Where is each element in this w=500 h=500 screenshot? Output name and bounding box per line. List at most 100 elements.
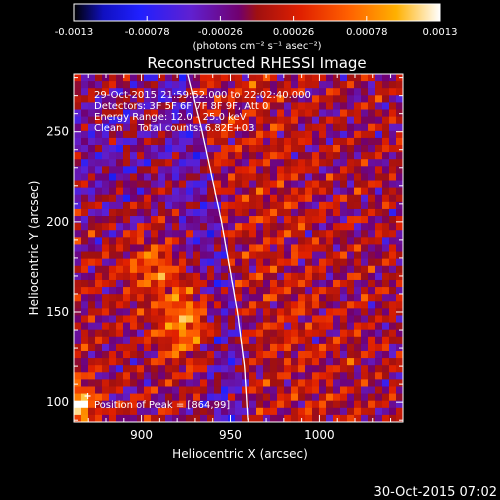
heatmap-cell [319, 187, 327, 196]
heatmap-cell [368, 81, 376, 89]
heatmap-cell [74, 258, 82, 267]
heatmap-cell [375, 400, 383, 409]
heatmap-cell [361, 201, 369, 210]
heatmap-cell [151, 81, 159, 89]
heatmap-cell [151, 116, 159, 125]
heatmap-cell [270, 322, 278, 331]
heatmap-cell [109, 88, 117, 96]
heatmap-cell [305, 301, 313, 309]
heatmap-cell [256, 173, 264, 181]
heatmap-cell [375, 223, 383, 231]
heatmap-cell [333, 216, 341, 224]
heatmap-cell [186, 180, 194, 189]
heatmap-cell [382, 386, 390, 394]
heatmap-cell [270, 393, 278, 402]
heatmap-cell [249, 145, 257, 153]
heatmap-cell [95, 265, 103, 274]
heatmap-cell [284, 208, 292, 217]
heatmap-cell [242, 159, 250, 167]
heatmap-cell [368, 173, 376, 181]
heatmap-cell [263, 223, 271, 231]
heatmap-cell [81, 130, 89, 139]
heatmap-cell [298, 187, 306, 196]
heatmap-cell [368, 365, 376, 373]
heatmap-cell [172, 123, 180, 132]
heatmap-cell [221, 102, 229, 110]
heatmap-cell [165, 208, 173, 217]
heatmap-cell [102, 322, 110, 331]
heatmap-cell [256, 109, 264, 118]
heatmap-cell [263, 74, 271, 82]
heatmap-cell [312, 350, 320, 359]
heatmap-cell [284, 237, 292, 245]
heatmap-cell [165, 414, 173, 422]
heatmap-cell [396, 216, 403, 224]
heatmap-cell [382, 301, 390, 309]
heatmap-cell [354, 244, 362, 252]
heatmap-cell [123, 322, 131, 331]
heatmap-cell [270, 173, 278, 181]
heatmap-cell [291, 216, 299, 224]
heatmap-cell [165, 116, 173, 125]
heatmap-cell [326, 393, 334, 402]
heatmap-cell [354, 123, 362, 132]
heatmap-cell [172, 95, 180, 103]
heatmap-cell [333, 379, 341, 387]
heatmap-cell [228, 407, 236, 416]
heatmap-cell [151, 152, 159, 160]
heatmap-cell [221, 407, 229, 416]
heatmap-cell [326, 258, 334, 267]
heatmap-cell [396, 358, 403, 366]
heatmap-cell [270, 414, 278, 422]
heatmap-cell [235, 358, 243, 366]
heatmap-cell [88, 244, 96, 252]
heatmap-cell [312, 279, 320, 288]
heatmap-cell [102, 152, 110, 160]
heatmap-cell [235, 350, 243, 359]
heatmap-cell [158, 244, 166, 252]
heatmap-cell [256, 244, 264, 252]
heatmap-cell [207, 272, 215, 281]
heatmap-cell [109, 322, 117, 331]
heatmap-cell [277, 251, 285, 260]
heatmap-cell [151, 180, 159, 189]
heatmap-cell [88, 237, 96, 245]
heatmap-cell [137, 272, 145, 281]
heatmap-cell [193, 180, 201, 189]
heatmap [74, 74, 403, 422]
heatmap-cell [172, 365, 180, 373]
heatmap-cell [151, 279, 159, 288]
heatmap-cell [249, 251, 257, 260]
heatmap-cell [361, 230, 369, 238]
heatmap-cell [319, 308, 327, 316]
heatmap-cell [228, 336, 236, 345]
heatmap-cell [382, 372, 390, 380]
heatmap-cell [102, 95, 110, 103]
heatmap-cell [326, 414, 334, 422]
heatmap-cell [130, 329, 138, 338]
heatmap-cell [375, 180, 383, 189]
heatmap-cell [312, 407, 320, 416]
heatmap-cell [312, 230, 320, 238]
heatmap-cell [151, 294, 159, 302]
heatmap-cell [340, 145, 348, 153]
heatmap-cell [312, 244, 320, 252]
heatmap-cell [263, 237, 271, 245]
heatmap-cell [375, 145, 383, 153]
heatmap-cell [291, 336, 299, 345]
heatmap-cell [144, 187, 152, 196]
heatmap-cell [193, 272, 201, 281]
heatmap-cell [298, 301, 306, 309]
heatmap-cell [214, 279, 222, 288]
heatmap-cell [354, 393, 362, 402]
heatmap-cell [88, 102, 96, 110]
heatmap-cell [368, 74, 376, 82]
heatmap-cell [81, 95, 89, 103]
heatmap-cell [235, 343, 243, 352]
colorbar-tick-label: -0.00026 [198, 27, 243, 38]
heatmap-cell [144, 237, 152, 245]
heatmap-cell [109, 358, 117, 366]
heatmap-cell [186, 329, 194, 338]
heatmap-cell [340, 343, 348, 352]
heatmap-cell [144, 194, 152, 203]
